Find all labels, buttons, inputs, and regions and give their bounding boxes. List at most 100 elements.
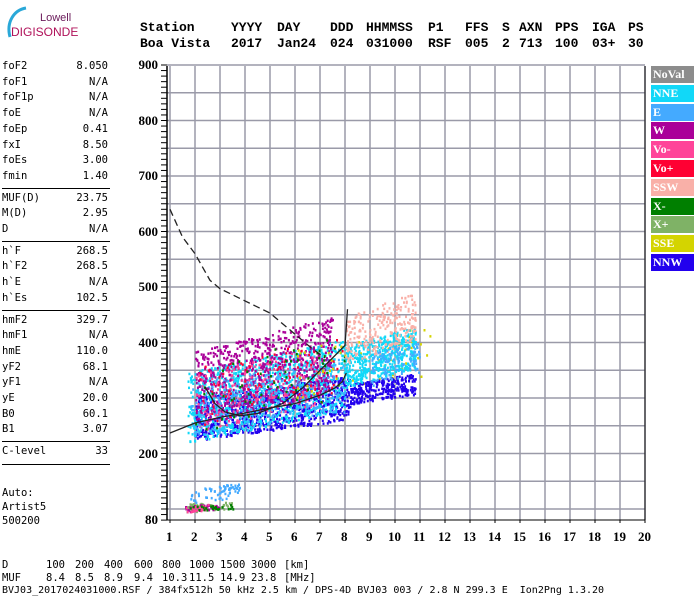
echo-point: [271, 399, 274, 402]
echo-point: [339, 349, 342, 352]
echo-point: [394, 341, 397, 345]
echo-point: [404, 393, 407, 397]
echo-point: [405, 300, 408, 304]
echo-point: [211, 390, 214, 393]
echo-point: [267, 385, 269, 389]
echo-point: [309, 384, 312, 387]
echo-point: [385, 371, 388, 375]
echo-point: [287, 374, 290, 377]
echo-point: [191, 405, 193, 408]
echo-point: [319, 342, 322, 345]
echo-point: [370, 353, 373, 357]
echo-point: [266, 382, 268, 385]
echo-point: [400, 370, 403, 373]
echo-point: [347, 406, 350, 410]
echo-point: [289, 357, 291, 361]
param-row: yE 20.0: [2, 392, 108, 407]
echo-point: [285, 390, 288, 394]
echo-point: [197, 417, 200, 421]
echo-point: [244, 409, 247, 413]
echo-point: [357, 382, 360, 385]
echo-point: [283, 393, 286, 396]
echo-point: [413, 301, 416, 304]
echo-point: [221, 395, 224, 399]
echo-point: [325, 377, 328, 380]
echo-point: [248, 338, 251, 341]
echo-point: [313, 402, 316, 405]
echo-point: [347, 410, 350, 413]
echo-point: [371, 399, 374, 403]
echo-point: [355, 315, 358, 318]
echo-point: [285, 355, 288, 358]
echo-point: [384, 371, 387, 374]
echo-point: [341, 404, 344, 407]
echo-point: [365, 340, 368, 344]
echo-point: [387, 324, 390, 327]
echo-point: [289, 351, 292, 354]
echo-point: [395, 305, 398, 308]
divider: [2, 463, 110, 465]
echo-point: [391, 331, 393, 335]
echo-point: [234, 484, 237, 487]
echo-point: [255, 387, 258, 390]
echo-point: [407, 328, 410, 332]
echo-point: [233, 395, 236, 399]
echo-point: [340, 341, 343, 345]
echo-point: [387, 357, 390, 360]
echo-point: [205, 437, 208, 440]
echo-point: [218, 362, 221, 366]
echo-point: [313, 350, 316, 354]
param-name: hmF1: [2, 329, 28, 342]
echo-point: [269, 361, 272, 364]
echo-point: [218, 415, 221, 418]
echo-point: [328, 399, 331, 402]
param-name: yF1: [2, 376, 21, 389]
echo-point: [382, 315, 385, 319]
echo-point: [274, 423, 277, 427]
echo-point: [399, 328, 402, 331]
echo-point: [399, 356, 402, 359]
echo-point: [269, 391, 272, 395]
echo-point: [297, 394, 300, 397]
echo-point: [301, 396, 304, 399]
echo-point: [345, 356, 348, 359]
echo-point: [267, 391, 270, 395]
echo-point: [246, 402, 249, 405]
echo-point: [337, 369, 340, 373]
echo-point: [308, 350, 311, 354]
echo-point: [287, 417, 290, 420]
echo-point: [234, 352, 237, 356]
echo-point: [384, 355, 387, 358]
echo-point: [270, 361, 273, 365]
echo-point: [207, 402, 210, 406]
echo-point: [282, 351, 285, 354]
echo-point: [233, 421, 235, 425]
echo-point: [307, 392, 309, 395]
echo-point: [368, 343, 371, 346]
echo-point: [303, 388, 306, 391]
echo-point: [201, 385, 204, 388]
echo-point: [311, 360, 314, 363]
echo-point: [226, 484, 229, 487]
echo-point: [216, 422, 219, 425]
echo-point: [245, 383, 248, 386]
echo-point: [311, 334, 314, 338]
echo-point: [323, 335, 326, 339]
echo-point: [304, 376, 307, 380]
echo-point: [418, 353, 421, 356]
echo-point: [350, 331, 353, 334]
echo-point: [378, 392, 381, 396]
echo-point: [341, 388, 344, 391]
echo-point: [296, 392, 299, 395]
echo-point: [298, 382, 301, 386]
echo-point: [303, 397, 306, 400]
param-name: hmE: [2, 344, 21, 357]
echo-point: [231, 486, 234, 489]
header-value: 2017: [231, 36, 263, 51]
echo-point: [382, 383, 385, 386]
echo-point: [273, 420, 276, 423]
header-label: HHMMSS: [366, 20, 413, 35]
echo-point: [349, 356, 352, 360]
echo-point: [379, 363, 382, 366]
echo-point: [255, 398, 258, 401]
